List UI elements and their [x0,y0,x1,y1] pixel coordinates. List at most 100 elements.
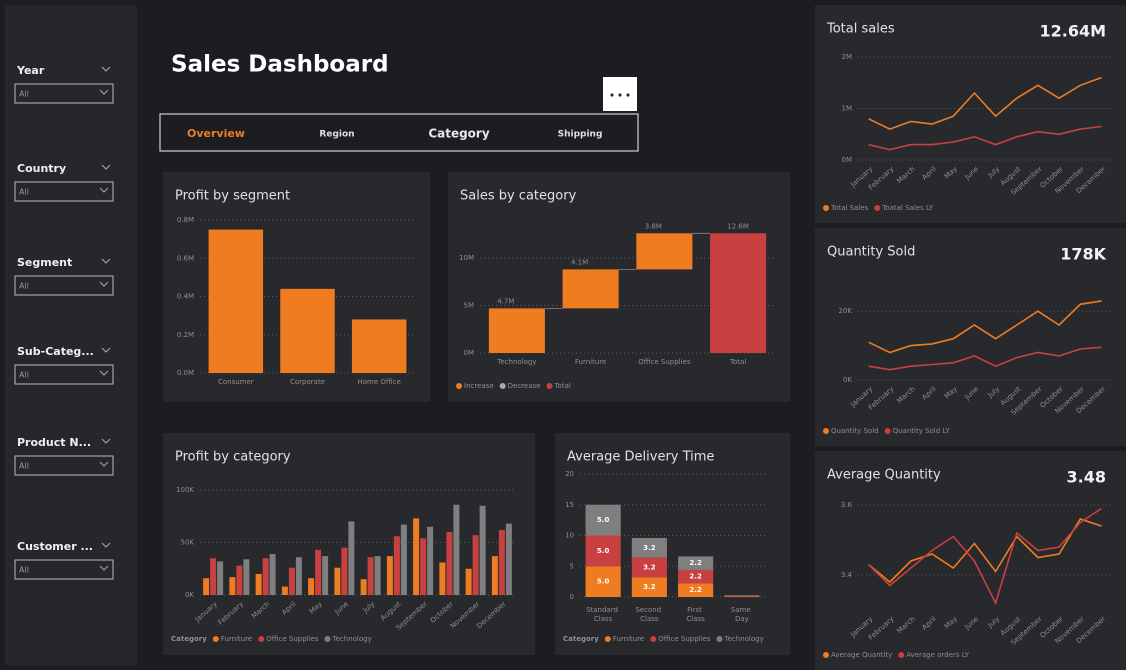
bar [367,557,374,595]
y-tick-label: 0K [843,376,852,384]
x-tick-label: Second Class [635,606,663,623]
filter-dropdown[interactable] [14,364,114,385]
y-tick-label: 0M [842,156,853,164]
x-tick-label: Furniture [575,358,606,366]
bar [636,233,693,270]
bar [269,554,276,595]
line [868,518,1102,584]
bar [427,526,434,595]
y-tick-label: 0K [185,591,194,599]
chevron [99,565,109,571]
bar [217,561,224,595]
filter-value: All [19,566,29,575]
legend-label: Technology [332,635,372,643]
legend-label: Furniture [613,635,644,643]
panel-title: Total sales [826,22,895,37]
filter-label: Year [16,64,45,77]
x-tick-label: Office Supplies [638,358,691,366]
filter-dropdown[interactable] [14,559,114,580]
y-tick-label: 100K [176,486,194,494]
legend-label: Increase [464,382,494,390]
line [868,76,1102,130]
bar [465,568,472,595]
bar [351,319,407,373]
y-tick-label: 2M [842,53,853,61]
legend-title: Category [563,635,599,643]
data-label: 4.1M [571,258,588,266]
legend-swatch [874,205,881,211]
filter-label: Country [17,162,66,175]
legend-label: Toatal Sales LY [881,204,934,212]
bar [255,574,262,595]
bar-segment [678,556,714,570]
panel-title: Quantity Sold [827,245,915,260]
bar [491,556,498,595]
bar [262,558,269,595]
bar [281,586,288,595]
legend-swatch [546,383,553,389]
bar [562,269,619,309]
bar-segment [678,583,714,597]
filter-dropdown[interactable] [14,455,114,476]
panel-title: Profit by category [175,450,291,465]
legend-swatch [499,383,506,389]
x-tick-label: Technology [496,358,536,366]
line [868,125,1102,151]
legend-label: Total Sales [830,204,869,212]
y-tick-label: 0.2M [177,331,194,339]
legend-swatch [716,636,723,642]
line [868,346,1102,371]
legend-swatch [884,428,891,434]
tab[interactable]: Overview [187,127,245,140]
data-label: 3.2 [643,583,656,591]
y-tick-label: 0.4M [177,293,194,301]
legend-title: Category [171,635,207,643]
bar [413,518,420,595]
legend-swatch [650,636,657,642]
legend-label: Technology [724,635,764,643]
bar [479,505,486,595]
panel-title: Average Quantity [827,468,941,483]
y-tick-label: 0.0M [177,369,194,377]
x-tick-label: Consumer [218,378,254,386]
bar [210,558,217,595]
data-label: 5.0 [597,547,610,555]
data-label: 3.8M [645,222,662,230]
tab[interactable]: Shipping [558,130,603,140]
tab[interactable]: Category [428,127,490,141]
filter-dropdown[interactable] [14,83,114,104]
y-tick-label: 1M [842,105,853,113]
filter-dropdown[interactable] [14,181,114,202]
legend-label: Quantity Sold [831,427,879,435]
bar-segment [631,577,667,597]
bar [360,579,367,595]
y-tick-label: 10M [459,254,474,262]
data-label: 2.2 [689,559,702,567]
filter-dropdown[interactable] [14,275,114,296]
legend-label: Office Supplies [266,635,319,643]
bar [348,521,355,595]
x-tick-label: Same Day [731,606,753,623]
panel-title: Sales by category [460,189,577,204]
bar [229,577,236,595]
bar-segment [724,595,760,597]
y-tick-label: 3.4 [841,571,853,579]
bar-segment [724,595,760,596]
line [868,507,1102,606]
bar-segment [678,569,714,584]
y-tick-label: 5M [464,302,475,310]
legend-swatch [604,636,611,642]
bar [341,547,348,595]
tab[interactable]: Region [319,130,354,140]
panel [815,228,1126,446]
bar-segment [585,504,621,536]
filter-value: All [19,90,29,99]
chevron [101,258,111,264]
filter-value: All [19,371,29,380]
dot [610,93,614,97]
legend-label: Furniture [221,635,252,643]
y-tick-label: 20 [565,470,574,478]
legend-swatch [212,636,219,642]
bar [439,562,446,595]
page-title: Sales Dashboard [171,52,389,78]
